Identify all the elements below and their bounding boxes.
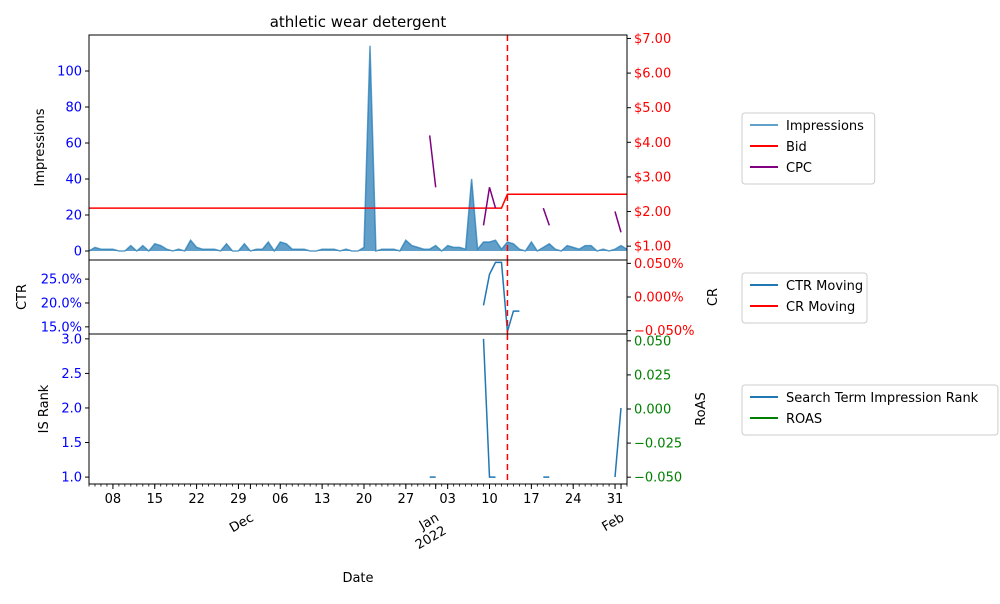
panels-layer: 0 20 40 60 80 100 $1.00 $2.00 $3.00 $4.00 $5.00 $6.… bbox=[15, 32, 721, 486]
right-tick-label: −0.025 bbox=[634, 437, 682, 452]
left-tick-label: 0 bbox=[74, 245, 82, 260]
legend-bottom: Search Term Impression Rank ROAS bbox=[741, 384, 999, 436]
series-layer-bottom bbox=[429, 338, 622, 478]
x-tick-label: 24 bbox=[565, 492, 582, 507]
right-tick-label: −0.050 bbox=[634, 471, 682, 486]
x-tick-label: 29 bbox=[230, 492, 247, 507]
panel-frame bbox=[88, 34, 628, 261]
panel-bottom: 1.0 1.5 2.0 2.5 3.0 −0.050 −0.025 0.000 0.025 0.0… bbox=[37, 332, 709, 485]
series-search-term-impression-rank-segment bbox=[614, 407, 622, 478]
x-tick-label: 20 bbox=[356, 492, 373, 507]
left-tick-label: 15.0% bbox=[41, 320, 82, 335]
panel-frame bbox=[88, 333, 628, 485]
series-impressions-line bbox=[89, 45, 627, 253]
legend-label-ctr-moving: CTR Moving bbox=[786, 279, 863, 294]
series-impressions-area bbox=[89, 45, 627, 251]
left-axis-label: CTR bbox=[15, 284, 30, 310]
right-tick-label: $4.00 bbox=[634, 136, 671, 151]
legend-label-cr-moving: CR Moving bbox=[786, 300, 855, 315]
x-month-label: Dec bbox=[227, 510, 256, 536]
x-tick-label: 10 bbox=[481, 492, 498, 507]
series-cpc-segment bbox=[428, 135, 437, 188]
x-tick-label: 08 bbox=[105, 492, 122, 507]
left-axis-label: Impressions bbox=[33, 108, 48, 186]
right-axis-label: RoAS bbox=[694, 392, 709, 426]
x-month-label: Feb bbox=[600, 510, 627, 535]
right-tick-label: −0.050% bbox=[634, 324, 694, 339]
legend-label-bid: Bid bbox=[786, 140, 807, 155]
legend-top: Impressions Bid CPC bbox=[741, 112, 876, 185]
right-axis-label: CR bbox=[706, 288, 721, 306]
left-tick-label: 2.5 bbox=[61, 367, 82, 382]
series-ctr-moving-segment bbox=[482, 261, 520, 332]
legend-label-search-term-impression-rank: Search Term Impression Rank bbox=[786, 391, 979, 406]
left-tick-label: 20.0% bbox=[41, 296, 82, 311]
legend-label-roas: ROAS bbox=[786, 412, 822, 427]
left-tick-label: 40 bbox=[65, 173, 82, 188]
left-tick-label: 20 bbox=[65, 209, 82, 224]
x-month-label-line: Dec bbox=[227, 510, 256, 536]
left-tick-label: 25.0% bbox=[41, 273, 82, 288]
left-tick-label: 3.0 bbox=[61, 332, 82, 347]
left-axis-label: IS Rank bbox=[37, 384, 52, 433]
chart-title: athletic wear detergent bbox=[270, 13, 447, 31]
series-search-term-impression-rank-segment bbox=[482, 338, 496, 478]
x-tick-label: 15 bbox=[146, 492, 163, 507]
left-tick-label: 1.5 bbox=[61, 436, 82, 451]
panel-middle: 15.0% 20.0% 25.0% −0.050% 0.000% 0.050% CTR CR bbox=[15, 257, 721, 339]
right-tick-label: $3.00 bbox=[634, 170, 671, 185]
x-tick-label: 06 bbox=[272, 492, 289, 507]
series-cpc-segment bbox=[482, 187, 497, 226]
legend-box bbox=[741, 384, 999, 436]
series-layer-top bbox=[89, 45, 627, 253]
right-tick-label: $2.00 bbox=[634, 205, 671, 220]
right-tick-label: 0.050% bbox=[634, 257, 684, 272]
x-axis-label: Date bbox=[342, 571, 373, 586]
x-tick-label: 13 bbox=[314, 492, 331, 507]
series-cpc-segment bbox=[614, 211, 622, 233]
legends-layer: Impressions Bid CPC CTR Moving CR Moving Sear… bbox=[741, 112, 999, 436]
x-tick-label: 31 bbox=[607, 492, 624, 507]
legend-middle: CTR Moving CR Moving bbox=[741, 272, 868, 324]
right-tick-label: 0.000% bbox=[634, 291, 684, 306]
right-tick-label: 0.000 bbox=[634, 403, 671, 418]
right-tick-label: $7.00 bbox=[634, 32, 671, 47]
x-tick-label: 17 bbox=[523, 492, 540, 507]
left-tick-label: 100 bbox=[57, 65, 82, 80]
left-tick-label: 2.0 bbox=[61, 401, 82, 416]
x-tick-label: 22 bbox=[188, 492, 205, 507]
right-tick-label: $1.00 bbox=[634, 240, 671, 255]
right-tick-label: $6.00 bbox=[634, 67, 671, 82]
series-layer-middle bbox=[482, 261, 520, 332]
legend-label-cpc: CPC bbox=[786, 161, 812, 176]
panel-frame bbox=[88, 259, 628, 335]
left-tick-label: 1.0 bbox=[61, 471, 82, 486]
legend-label-impressions: Impressions bbox=[786, 119, 864, 134]
right-tick-label: 0.025 bbox=[634, 368, 671, 383]
series-cpc-segment bbox=[542, 207, 551, 226]
x-tick-label: 03 bbox=[439, 492, 456, 507]
panel-top: 0 20 40 60 80 100 $1.00 $2.00 $3.00 $4.00 $5.00 $6.… bbox=[33, 32, 671, 261]
left-tick-label: 80 bbox=[65, 101, 82, 116]
right-tick-label: 0.050 bbox=[634, 334, 671, 349]
right-tick-label: $5.00 bbox=[634, 101, 671, 116]
x-month-label-line: Feb bbox=[600, 510, 627, 535]
series-bid-segment bbox=[89, 193, 627, 209]
x-tick-label: 27 bbox=[398, 492, 415, 507]
left-tick-label: 60 bbox=[65, 137, 82, 152]
